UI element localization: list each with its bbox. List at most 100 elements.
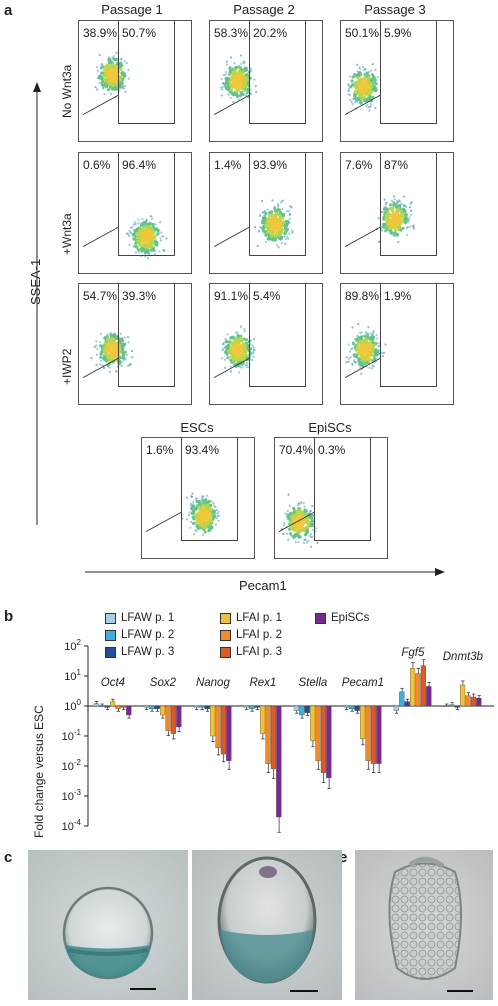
gate-rectangle	[249, 21, 306, 124]
bar	[143, 705, 149, 708]
left-gate-percentage: 38.9%	[83, 26, 118, 40]
y-tick-label: 101	[64, 668, 81, 683]
gate-rectangle	[118, 21, 175, 124]
bar	[299, 705, 305, 716]
scale-bar-c	[130, 988, 156, 990]
category-label: Pecam1	[342, 677, 384, 689]
gate-rectangle	[249, 284, 306, 387]
bar	[165, 705, 171, 731]
panel-letter-a: a	[4, 2, 13, 19]
bar	[360, 705, 366, 740]
left-gate-percentage: 91.1%	[214, 289, 249, 303]
bar	[370, 705, 376, 764]
left-gate-percentage: 50.1%	[345, 26, 380, 40]
gate-rectangle	[118, 284, 175, 387]
category-label: Dnmt3b	[443, 651, 484, 663]
right-gate-percentage: 5.9%	[384, 26, 412, 40]
bar	[326, 705, 332, 779]
bar	[449, 704, 455, 707]
density-scatter	[213, 54, 258, 115]
legend-label: LFAI p. 1	[236, 612, 283, 624]
density-scatter	[213, 325, 256, 378]
flow-plot-r2-p3: 7.6% 87%	[340, 152, 454, 274]
bar	[115, 705, 121, 710]
bar	[315, 705, 321, 761]
panel-letter-b: b	[4, 608, 14, 625]
legend-label: EpiSCs	[331, 612, 370, 624]
legend-label: LFAI p. 3	[236, 646, 283, 658]
row-label-iwp2: +IWP2	[60, 348, 74, 385]
category-label: Nanog	[196, 677, 230, 689]
category-label: Oct4	[101, 677, 125, 689]
legend-swatch	[220, 629, 231, 641]
bar	[170, 705, 176, 734]
bar	[393, 705, 399, 711]
flow-plot-control-escs: 1.6% 93.4%	[141, 437, 255, 559]
control-title-1: EpiSCs	[308, 420, 352, 435]
category-label: Rex1	[249, 677, 276, 689]
bar	[93, 703, 99, 707]
density-scatter	[145, 492, 220, 536]
bar	[254, 705, 260, 708]
panel-letter-c: c	[4, 849, 13, 866]
flow-plot-control-episcs: 70.4% 0.3%	[274, 437, 388, 559]
bar	[193, 705, 199, 708]
bar	[270, 705, 276, 770]
bar	[443, 705, 449, 707]
density-scatter	[82, 51, 130, 115]
bar	[249, 705, 255, 710]
left-gate-percentage: 1.4%	[214, 158, 242, 172]
category-label: Sox2	[150, 677, 177, 689]
scale-bar-d	[290, 990, 318, 992]
bar	[126, 705, 132, 716]
row-label-wnt3a: +Wnt3a	[60, 213, 74, 255]
flow-plot-r3-p1: 54.7% 39.3%	[78, 283, 192, 405]
bar	[320, 705, 326, 773]
legend-label: LFAW p. 1	[121, 612, 175, 624]
density-scatter	[344, 323, 387, 378]
right-gate-percentage: 50.7%	[122, 26, 157, 40]
y-axis-label: SSEA-1	[28, 258, 43, 305]
bar	[404, 701, 410, 707]
left-gate-percentage: 54.7%	[83, 289, 118, 303]
bar	[470, 696, 476, 707]
legend-swatch	[105, 646, 116, 658]
y-tick-label: 100	[64, 698, 81, 713]
bar	[276, 705, 282, 818]
right-gate-percentage: 87%	[384, 158, 409, 172]
bar	[99, 705, 105, 707]
bar	[243, 705, 249, 708]
column-title-passage-3: Passage 3	[364, 2, 426, 17]
legend-swatch	[105, 612, 116, 624]
bar	[120, 705, 126, 708]
density-scatter	[82, 332, 134, 378]
scale-bar-e	[447, 990, 473, 992]
right-gate-percentage: 20.2%	[253, 26, 288, 40]
legend-swatch	[105, 629, 116, 641]
legend-swatch	[315, 612, 326, 624]
legend-label: LFAW p. 3	[121, 646, 175, 658]
flow-plot-r1-p3: 50.1% 5.9%	[340, 20, 454, 142]
bar	[454, 705, 460, 708]
flow-plot-r2-p2: 1.4% 93.9%	[209, 152, 323, 274]
left-gate-percentage: 0.6%	[83, 158, 111, 172]
bar	[199, 705, 205, 708]
bar	[476, 698, 482, 707]
y-tick-label: 10-4	[62, 818, 82, 833]
legend-swatch	[220, 646, 231, 658]
right-gate-percentage: 39.3%	[122, 289, 157, 303]
left-gate-percentage: 7.6%	[345, 158, 373, 172]
legend-label: LFAW p. 2	[121, 629, 175, 641]
bar	[365, 705, 371, 761]
bar	[376, 705, 382, 764]
bar	[210, 705, 216, 737]
bar	[110, 701, 116, 707]
bar	[410, 668, 416, 707]
right-gate-percentage: 1.9%	[384, 289, 412, 303]
bar	[260, 705, 266, 734]
right-gate-percentage: 93.9%	[253, 158, 288, 172]
bar	[204, 705, 210, 710]
legend-item: EpiSCs	[315, 612, 369, 624]
category-label: Stella	[299, 677, 328, 689]
bar	[176, 705, 182, 728]
